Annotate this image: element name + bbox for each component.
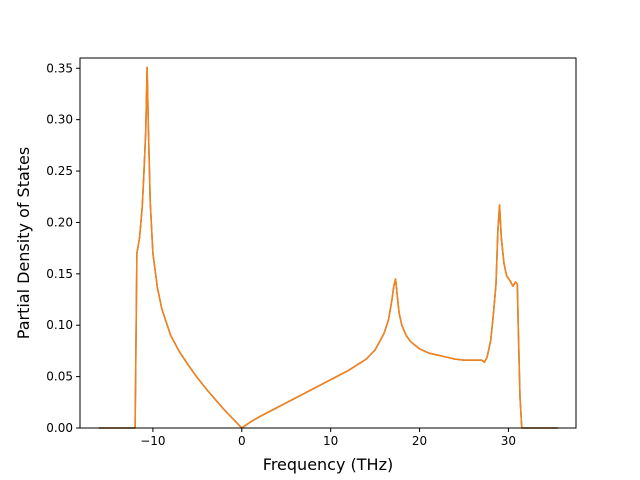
x-axis-label: Frequency (THz) — [263, 455, 393, 474]
plot-frame — [79, 57, 577, 429]
y-axis-label: Partial Density of States — [14, 147, 33, 339]
y-tick-label: 0.10 — [46, 318, 73, 332]
y-tick-label: 0.05 — [46, 370, 73, 384]
x-axis: −10 0 10 20 30 — [140, 428, 516, 448]
x-tick-label: 20 — [412, 434, 427, 448]
plot-area — [80, 58, 576, 428]
x-tick-label: −10 — [140, 434, 165, 448]
y-axis: 0.00 0.05 0.10 0.15 0.20 0.25 0.30 0.35 — [46, 61, 80, 435]
y-tick-label: 0.00 — [46, 421, 73, 435]
y-tick-label: 0.35 — [46, 61, 73, 75]
y-tick-label: 0.30 — [46, 113, 73, 127]
x-tick-label: 0 — [238, 434, 246, 448]
x-tick-label: 10 — [323, 434, 338, 448]
series-layer — [98, 66, 559, 429]
x-tick-label: 30 — [501, 434, 516, 448]
series-line-2 — [98, 66, 559, 429]
y-tick-label: 0.15 — [46, 267, 73, 281]
y-tick-label: 0.20 — [46, 215, 73, 229]
y-tick-label: 0.25 — [46, 164, 73, 178]
